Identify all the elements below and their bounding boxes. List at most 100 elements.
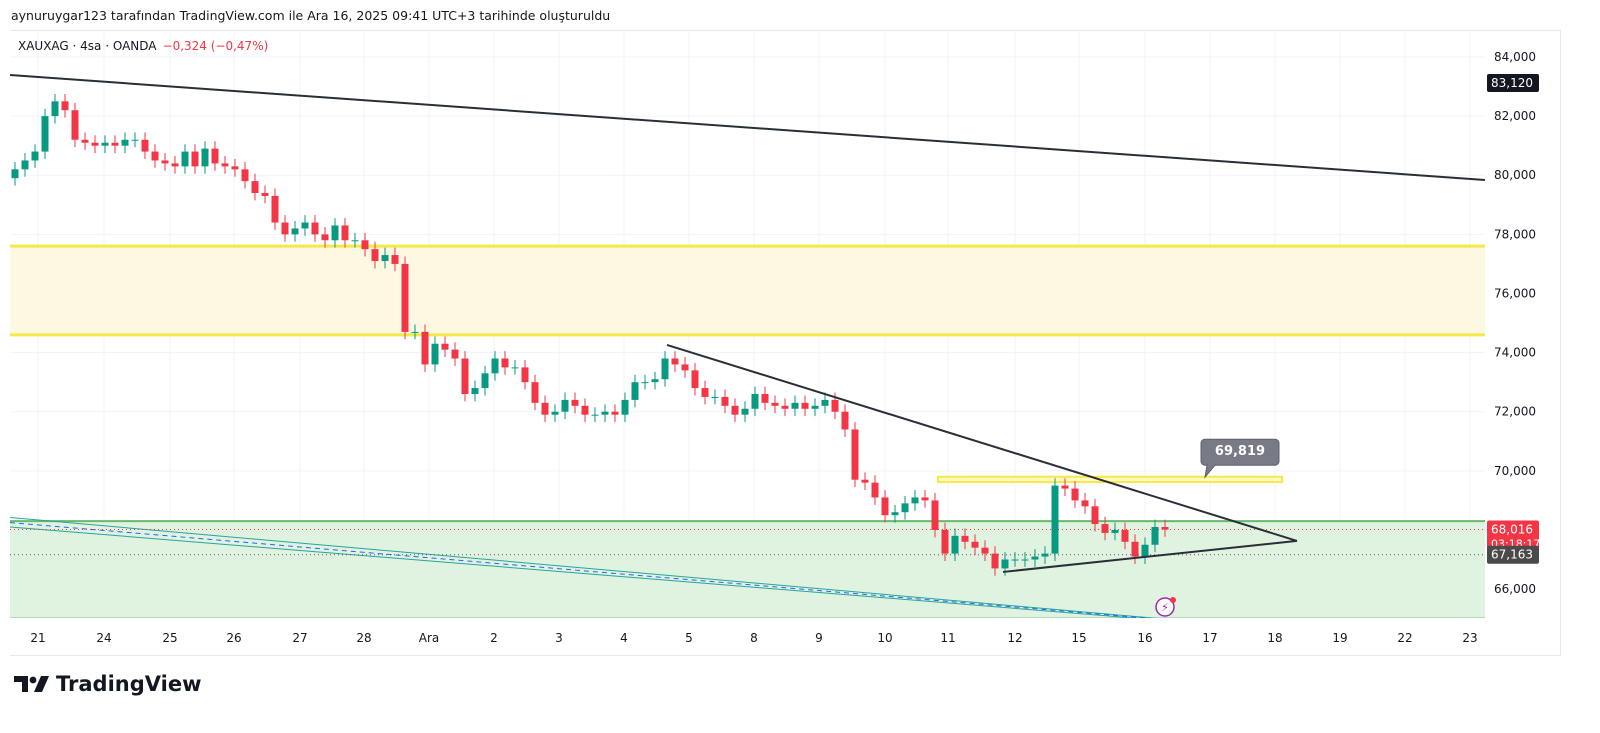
candle	[631, 382, 639, 400]
candle	[621, 399, 629, 415]
candle	[1111, 529, 1119, 533]
y-tick-label: 82,000	[1494, 109, 1536, 123]
candle	[751, 393, 759, 409]
candle	[161, 160, 169, 164]
plot-area: 69,819	[10, 30, 1485, 618]
candle	[311, 222, 319, 235]
x-tick-label: 26	[226, 631, 241, 645]
candle	[881, 497, 889, 516]
candle	[171, 163, 179, 167]
tradingview-logo[interactable]: TradingView	[14, 672, 201, 696]
breakout-zone	[937, 475, 1283, 484]
y-tick-label: 74,000	[1494, 346, 1536, 360]
support-zone	[10, 521, 1485, 618]
candle	[981, 547, 989, 554]
candle	[1091, 506, 1099, 525]
candle	[971, 541, 979, 548]
candle	[11, 169, 19, 179]
candle	[661, 358, 669, 380]
x-tick-label: 8	[750, 631, 758, 645]
candle	[791, 402, 799, 409]
x-tick-label: 10	[877, 631, 892, 645]
candle	[851, 429, 859, 480]
candle	[351, 240, 359, 242]
candle	[241, 169, 249, 182]
candle	[591, 414, 599, 416]
y-tick-label: 72,000	[1494, 405, 1536, 419]
symbol-legend: XAUXAG · 4sa · OANDA −0,324 (−0,47%)	[18, 39, 268, 53]
candle	[21, 160, 29, 170]
candle	[411, 331, 419, 333]
x-tick-label: 5	[685, 631, 693, 645]
chart-frame	[10, 30, 1561, 656]
candle	[101, 142, 109, 146]
x-tick-label: 17	[1202, 631, 1217, 645]
prev-price-label: 67,163	[1491, 548, 1533, 562]
candle	[121, 139, 129, 146]
candle	[401, 263, 409, 332]
x-tick-label: 24	[96, 631, 111, 645]
x-tick-label: Ara	[419, 631, 440, 645]
candle	[831, 399, 839, 412]
candle	[231, 166, 239, 170]
candle	[941, 529, 949, 554]
tradingview-logo-icon	[14, 676, 49, 692]
candle	[781, 405, 789, 409]
candle	[251, 181, 259, 193]
resistance-zone	[10, 246, 1485, 335]
candle	[521, 367, 529, 383]
y-tick-label: 80,000	[1494, 168, 1536, 182]
candle	[1081, 500, 1089, 507]
candle	[731, 405, 739, 415]
candle	[71, 110, 79, 140]
x-tick-label: 11	[940, 631, 955, 645]
candle	[741, 408, 749, 415]
candle	[671, 358, 679, 365]
candle	[931, 500, 939, 530]
candle	[471, 388, 479, 394]
candle	[641, 382, 649, 384]
candle	[321, 234, 329, 241]
candle	[1131, 541, 1139, 557]
logo-text: TradingView	[56, 672, 202, 696]
candle	[91, 142, 99, 146]
candle	[381, 255, 389, 261]
price-change: −0,324 (−0,47%)	[162, 39, 269, 53]
candle	[581, 405, 589, 415]
channel-lower-line	[10, 526, 1141, 618]
candle	[1161, 527, 1169, 530]
candle	[1061, 485, 1069, 489]
y-tick-label: 76,000	[1494, 286, 1536, 300]
alert-icon	[1155, 597, 1175, 617]
symbol-label[interactable]: XAUXAG · 4sa · OANDA	[18, 39, 157, 53]
candle	[271, 195, 279, 223]
candle	[201, 148, 209, 167]
candle	[1151, 527, 1159, 545]
price-callout-text: 69,819	[1215, 444, 1265, 459]
candle	[691, 370, 699, 389]
candle	[151, 151, 159, 161]
candle	[371, 249, 379, 261]
candle	[491, 358, 499, 374]
candle	[421, 331, 429, 365]
candle	[501, 358, 509, 368]
x-tick-label: 25	[162, 631, 177, 645]
candle	[141, 139, 149, 152]
candle	[461, 358, 469, 394]
x-tick-label: 23	[1462, 631, 1477, 645]
candle	[1141, 544, 1149, 557]
candle	[1101, 524, 1109, 533]
candle	[721, 396, 729, 406]
candle	[331, 225, 339, 241]
candle	[911, 497, 919, 504]
y-tick-label: 78,000	[1494, 227, 1536, 241]
x-tick-label: 12	[1007, 631, 1022, 645]
candle	[481, 373, 489, 389]
candle	[871, 482, 879, 498]
candle	[441, 343, 449, 350]
candle	[951, 535, 959, 554]
ascending-trendline	[1002, 539, 1298, 573]
candle	[1001, 559, 1009, 569]
candle	[1041, 553, 1049, 557]
